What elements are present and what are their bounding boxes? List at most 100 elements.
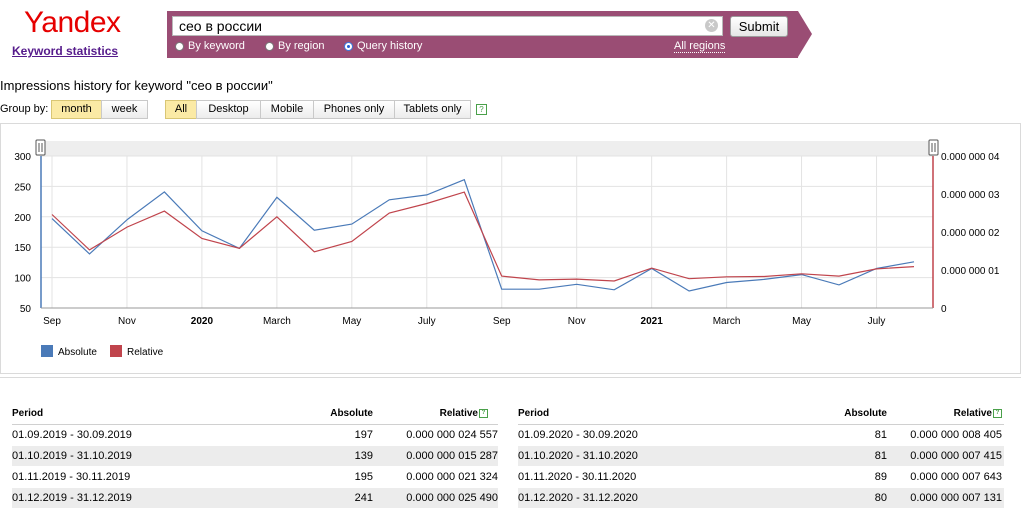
table-row: 01.12.2019 - 31.12.2019 241 0.000 000 025 … xyxy=(12,488,498,508)
header-period: Period xyxy=(518,408,550,419)
radio-dot-selected[interactable] xyxy=(344,41,353,51)
header-relative: Relative? xyxy=(440,408,488,419)
all-regions-link[interactable]: All regions xyxy=(674,40,726,53)
legend-label-absolute: Absolute xyxy=(58,347,97,358)
chart-panel xyxy=(0,123,1021,374)
period-cell: 01.11.2020 - 30.11.2020 xyxy=(518,471,637,483)
series-line-relative xyxy=(51,191,915,282)
x-tick-label: Sep xyxy=(493,316,511,327)
header-divider xyxy=(518,424,1004,425)
absolute-cell: 80 xyxy=(874,492,887,504)
x-tick-label: 2020 xyxy=(191,316,214,327)
device-mobile-button[interactable]: Mobile xyxy=(260,100,314,119)
logo-text: Yandex xyxy=(24,6,121,39)
header-absolute: Absolute xyxy=(330,408,373,419)
chart-grid xyxy=(41,155,933,309)
device-all-button[interactable]: All xyxy=(165,100,197,119)
absolute-cell: 195 xyxy=(354,471,373,483)
period-cell: 01.10.2020 - 31.10.2020 xyxy=(518,450,638,462)
relative-cell: 0.000 000 025 490 xyxy=(406,492,498,504)
table-header-row: Period Absolute Relative? xyxy=(518,404,1004,425)
help-icon[interactable]: ? xyxy=(476,104,487,115)
page-title: Impressions history for keyword "сео в р… xyxy=(0,78,273,93)
clear-icon[interactable]: ✕ xyxy=(705,19,718,32)
radio-query-history[interactable]: Query history xyxy=(344,40,422,52)
relative-cell: 0.000 000 015 287 xyxy=(406,450,498,462)
radio-by-region[interactable]: By region xyxy=(265,40,324,52)
table-row: 01.10.2019 - 31.10.2019 139 0.000 000 015 … xyxy=(12,446,498,466)
search-bar-arrow xyxy=(798,11,812,57)
y-left-tick-label: 300 xyxy=(14,152,31,163)
header-relative-label: Relative xyxy=(439,408,478,419)
x-tick-label: March xyxy=(713,316,741,327)
header-relative-label: Relative xyxy=(953,408,992,419)
y-right-tick-label: 0.000 000 02 xyxy=(941,228,1000,239)
absolute-cell: 197 xyxy=(354,429,373,441)
group-by-label: Group by: xyxy=(0,103,49,115)
absolute-cell: 81 xyxy=(874,429,887,441)
x-tick-label: Nov xyxy=(568,316,586,327)
absolute-cell: 89 xyxy=(874,471,887,483)
table-row: 01.12.2020 - 31.12.2020 80 0.000 000 007 1… xyxy=(518,488,1004,508)
x-tick-label: Nov xyxy=(118,316,136,327)
relative-cell: 0.000 000 021 324 xyxy=(406,471,498,483)
range-selector[interactable] xyxy=(36,141,934,156)
y-right-tick-label: 0.000 000 01 xyxy=(941,266,1000,277)
period-cell: 01.09.2020 - 30.09.2020 xyxy=(518,429,638,441)
y-left-tick-label: 150 xyxy=(14,243,31,254)
table-row: 01.09.2020 - 30.09.2020 81 0.000 000 008 4… xyxy=(518,425,1004,445)
radio-dot[interactable] xyxy=(265,41,274,51)
device-desktop-button[interactable]: Desktop xyxy=(196,100,261,119)
radio-by-keyword[interactable]: By keyword xyxy=(175,40,245,52)
group-month-button[interactable]: month xyxy=(51,100,102,119)
x-tick-label: March xyxy=(263,316,291,327)
y-left-tick-label: 50 xyxy=(20,304,32,315)
radio-dot[interactable] xyxy=(175,41,184,51)
table-row: 01.11.2020 - 30.11.2020 89 0.000 000 007 6… xyxy=(518,467,1004,487)
range-handle-right[interactable] xyxy=(928,139,939,156)
x-tick-label: July xyxy=(868,316,886,327)
help-icon[interactable]: ? xyxy=(479,408,488,418)
header-divider xyxy=(12,424,498,425)
relative-cell: 0.000 000 008 405 xyxy=(910,429,1002,441)
group-week-button[interactable]: week xyxy=(101,100,148,119)
device-phones-button[interactable]: Phones only xyxy=(313,100,395,119)
absolute-cell: 241 xyxy=(354,492,373,504)
chart-lines xyxy=(51,178,915,292)
x-tick-label: Sep xyxy=(43,316,61,327)
period-cell: 01.12.2019 - 31.12.2019 xyxy=(12,492,132,504)
y-right-tick-label: 0.000 000 03 xyxy=(941,190,1000,201)
relative-cell: 0.000 000 024 557 xyxy=(406,429,498,441)
relative-cell: 0.000 000 007 415 xyxy=(910,450,1002,462)
radio-label: By region xyxy=(278,40,325,52)
y-left-tick-label: 100 xyxy=(14,274,31,285)
absolute-cell: 81 xyxy=(874,450,887,462)
help-icon[interactable]: ? xyxy=(993,408,1002,418)
device-tablets-button[interactable]: Tablets only xyxy=(394,100,471,119)
keyword-statistics-link[interactable]: Keyword statistics xyxy=(12,44,119,58)
y-right-tick-label: 0 xyxy=(941,304,947,315)
relative-cell: 0.000 000 007 131 xyxy=(910,492,1002,504)
x-tick-label: May xyxy=(792,316,811,327)
x-tick-label: 2021 xyxy=(641,316,664,327)
radio-label: Query history xyxy=(357,40,423,52)
table-row: 01.09.2019 - 30.09.2019 197 0.000 000 024 … xyxy=(12,425,498,445)
submit-button[interactable]: Submit xyxy=(730,16,788,37)
period-cell: 01.10.2019 - 31.10.2019 xyxy=(12,450,132,462)
range-handle-left[interactable] xyxy=(35,139,46,156)
header-absolute: Absolute xyxy=(844,408,887,419)
y-right-tick-label: 0.000 000 04 xyxy=(941,152,1000,163)
right-axis-ticks: 0.000 000 04 0.000 000 03 0.000 000 02 0.00… xyxy=(941,152,1000,315)
chart-legend: Absolute Relative xyxy=(41,345,164,358)
left-axis-ticks: 300 250 200 150 100 50 xyxy=(14,152,31,315)
table-header-row: Period Absolute Relative? xyxy=(12,404,498,425)
period-cell: 01.11.2019 - 30.11.2019 xyxy=(12,471,131,483)
period-cell: 01.12.2020 - 31.12.2020 xyxy=(518,492,638,504)
period-cell: 01.09.2019 - 30.09.2019 xyxy=(12,429,132,441)
search-input[interactable]: сео в россии xyxy=(172,16,723,36)
legend-swatch-relative xyxy=(110,345,122,357)
x-tick-label: July xyxy=(418,316,436,327)
yandex-logo[interactable]: Yandex xyxy=(24,6,121,40)
table-row: 01.10.2020 - 31.10.2020 81 0.000 000 007 4… xyxy=(518,446,1004,466)
